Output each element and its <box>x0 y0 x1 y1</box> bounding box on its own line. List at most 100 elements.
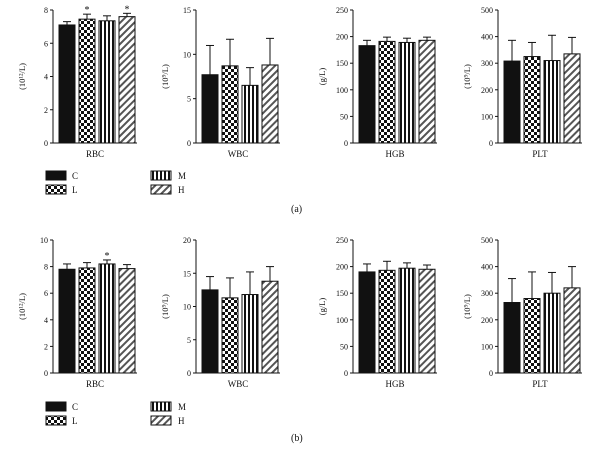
chart-b-plt-tick-label: 400 <box>481 263 493 272</box>
chart-a-rbc-tick-label: 4 <box>44 73 48 82</box>
chart-b-hgb-tick-label: 200 <box>336 263 348 272</box>
chart-a-wbc-tick-label: 0 <box>187 139 191 148</box>
chart-b-hgb: 0 50 100 150 200 250 (g/L) HGB <box>317 236 437 389</box>
chart-b-rbc-bar-c <box>58 268 76 374</box>
chart-b-wbc-bar-h <box>261 280 279 374</box>
panel-label-a: (a) <box>291 204 302 215</box>
chart-b-rbc-tick-label: 4 <box>44 316 48 325</box>
chart-a-plt-tick-label: 200 <box>481 86 493 95</box>
chart-a-hgb-bar-l <box>378 40 396 144</box>
chart-a-rbc-bar-c <box>58 24 76 144</box>
chart-b-rbc-tick-label: 0 <box>44 369 48 378</box>
chart-a-plt-tick-label: 400 <box>481 33 493 42</box>
chart-a-hgb-tick-label: 200 <box>336 33 348 42</box>
chart-b-hgb-tick-label: 0 <box>344 369 348 378</box>
chart-a-rbc-significance-mark: * <box>125 4 130 15</box>
chart-b-rbc-tick-label: 6 <box>44 289 48 298</box>
chart-a-hgb-bar-m <box>398 41 416 144</box>
chart-b-plt-x-label: PLT <box>532 379 548 389</box>
chart-a-rbc-bar-h <box>118 16 136 144</box>
chart-a-rbc-significance-mark: * <box>85 5 90 16</box>
chart-a-plt-bar-l <box>523 56 541 144</box>
legend-label-h: H <box>178 185 185 195</box>
chart-a-plt-tick-label: 300 <box>481 59 493 68</box>
chart-b-wbc-bar-l <box>221 297 239 374</box>
chart-a-hgb-y-label: (g/L) <box>317 68 327 86</box>
chart-b-rbc-bar-l <box>78 267 96 374</box>
chart-b-hgb-bar-l <box>378 269 396 374</box>
legend-label-m: M <box>178 402 186 412</box>
panel-label-b: (b) <box>291 433 303 444</box>
chart-b-plt: 0 100 200 300 400 500 (10⁹/L) PLT <box>462 236 582 389</box>
chart-a-rbc-tick-label: 2 <box>44 106 48 115</box>
legend-label-h: H <box>178 416 185 426</box>
chart-a-plt-tick-label: 100 <box>481 112 493 121</box>
legend-swatch-l <box>45 184 67 195</box>
charts-layer: 0 2 4 6 8 (10¹²/L) RBC * * 0 5 10 15 (10⁹/L) WBC 0 50 100… <box>17 4 582 389</box>
legend-label-c: C <box>72 171 78 181</box>
chart-b-wbc-tick-label: 5 <box>187 336 191 345</box>
chart-a-plt-tick-label: 500 <box>481 6 493 15</box>
chart-a-hgb: 0 50 100 150 200 250 (g/L) HGB <box>317 6 437 159</box>
chart-a-rbc-y-label: (10¹²/L) <box>17 63 27 90</box>
chart-a-hgb-tick-label: 100 <box>336 86 348 95</box>
chart-b-wbc-tick-label: 15 <box>183 269 191 278</box>
chart-a-rbc-x-label: RBC <box>86 149 104 159</box>
chart-a-hgb-bar-c <box>358 45 376 144</box>
chart-b-plt-bar-c <box>503 302 521 374</box>
chart-a-hgb-tick-label: 250 <box>336 6 348 15</box>
chart-b-plt-tick-label: 100 <box>481 342 493 351</box>
chart-a-wbc-bar-h <box>261 64 279 144</box>
chart-b-rbc-bar-m <box>98 263 116 374</box>
chart-b-wbc-tick-label: 20 <box>183 236 191 245</box>
chart-b-rbc-tick-label: 2 <box>44 342 48 351</box>
legend-swatch-m <box>150 401 172 412</box>
chart-a-wbc-tick-label: 10 <box>183 50 191 59</box>
chart-b-rbc-x-label: RBC <box>86 379 104 389</box>
legend-label-c: C <box>72 402 78 412</box>
chart-b-wbc: 0 5 10 15 20 (10⁹/L) WBC <box>160 236 280 389</box>
chart-a-wbc-bar-m <box>241 84 259 144</box>
chart-b-hgb-x-label: HGB <box>385 379 404 389</box>
chart-b-rbc-y-label: (10¹²/L) <box>17 293 27 320</box>
legend-swatch-c <box>45 401 67 412</box>
chart-b-rbc-bar-h <box>118 268 136 374</box>
chart-a-wbc-bar-c <box>201 74 219 144</box>
chart-a-rbc: 0 2 4 6 8 (10¹²/L) RBC * * <box>17 4 137 159</box>
chart-b-rbc-tick-label: 8 <box>44 263 48 272</box>
chart-b-hgb-tick-label: 100 <box>336 316 348 325</box>
chart-a-hgb-tick-label: 150 <box>336 59 348 68</box>
chart-a-hgb-tick-label: 50 <box>340 112 348 121</box>
chart-a-plt-bar-h <box>563 53 581 144</box>
chart-b-plt-tick-label: 300 <box>481 289 493 298</box>
chart-a-plt-bar-m <box>543 60 561 144</box>
chart-b-hgb-bar-m <box>398 267 416 374</box>
chart-b-hgb-tick-label: 150 <box>336 289 348 298</box>
chart-b-hgb-tick-label: 250 <box>336 236 348 245</box>
chart-a-rbc-tick-label: 0 <box>44 139 48 148</box>
chart-a-wbc-bar-l <box>221 65 239 144</box>
chart-b-plt-bar-m <box>543 292 561 374</box>
chart-a-rbc-bar-l <box>78 18 96 144</box>
chart-b-plt-tick-label: 500 <box>481 236 493 245</box>
chart-b-hgb-tick-label: 50 <box>340 342 348 351</box>
legend-label-m: M <box>178 171 186 181</box>
chart-b-plt-y-label: (10⁹/L) <box>462 294 472 319</box>
chart-b-plt-bar-h <box>563 287 581 374</box>
chart-b-rbc-significance-mark: * <box>105 251 110 262</box>
chart-a-plt-tick-label: 0 <box>489 139 493 148</box>
chart-a-plt-y-label: (10⁹/L) <box>462 64 472 89</box>
legend-b: C L M H <box>45 401 186 426</box>
legend-swatch-l <box>45 415 67 426</box>
chart-a-wbc-tick-label: 15 <box>183 6 191 15</box>
legend-a: C L M H <box>45 170 186 195</box>
chart-a-hgb-x-label: HGB <box>385 149 404 159</box>
chart-b-wbc-x-label: WBC <box>228 379 249 389</box>
legend-label-l: L <box>72 416 78 426</box>
chart-a-plt-bar-c <box>503 60 521 144</box>
chart-b-hgb-bar-c <box>358 271 376 374</box>
chart-a-rbc-tick-label: 6 <box>44 39 48 48</box>
chart-b-wbc-bar-m <box>241 294 259 374</box>
legend-label-l: L <box>72 185 78 195</box>
